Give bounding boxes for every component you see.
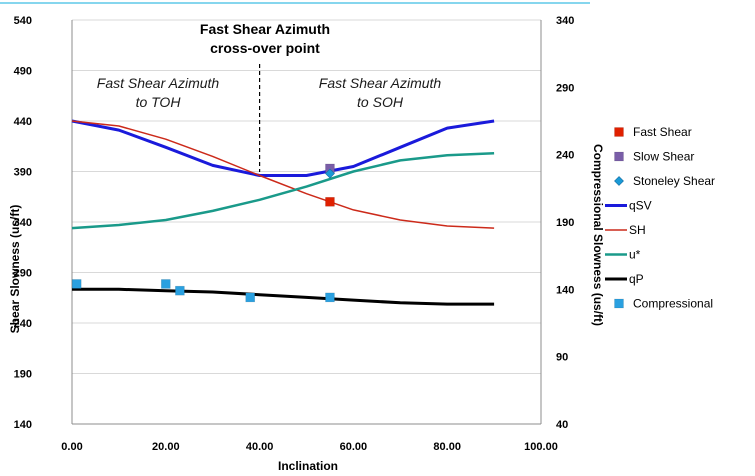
x-tick-label: 40.00 <box>246 441 274 453</box>
series-point-compressional <box>71 279 82 289</box>
series-point-stoneleyshear <box>325 168 335 179</box>
x-axis-title: Inclination <box>278 459 338 473</box>
y-tick-label: 440 <box>14 116 32 128</box>
legend-swatch-compressional <box>614 298 624 309</box>
right-annotation-line2: to SOH <box>357 94 404 110</box>
y-axis-title: Shear Slowness (us/ft) <box>8 205 22 334</box>
legend-label: SH <box>629 223 646 237</box>
left-annotation-line1: Fast Shear Azimuth <box>97 75 220 91</box>
crossover-title-line2: cross-over point <box>210 40 320 56</box>
series-point-compressional <box>245 292 256 303</box>
y-tick-label: 340 <box>14 217 32 229</box>
y2-tick-label: 290 <box>556 82 574 94</box>
tick-labels: 140 190 240 290 340 390 440 490 540 40 90 140 190 240… <box>14 15 575 453</box>
series-line-sh <box>71 120 495 229</box>
y2-tick-label: 340 <box>556 15 574 27</box>
series-point-compressional <box>161 279 171 289</box>
legend-label: Stoneley Shear <box>633 174 715 188</box>
series-point-fastshear <box>325 197 335 207</box>
y-tick-label: 290 <box>14 268 32 280</box>
x-tick-label: 60.00 <box>340 441 368 453</box>
y2-axis-title: Compressional Slowness (us/ft) <box>591 144 605 326</box>
x-tick-label: 20.00 <box>152 441 180 453</box>
series-layer <box>71 119 495 306</box>
y-tick-label: 140 <box>14 419 32 431</box>
axes <box>71 20 542 425</box>
legend-swatch-slowshear <box>614 151 624 162</box>
legend-swatch-fastshear <box>614 127 624 137</box>
legend-label: Slow Shear <box>633 150 694 164</box>
legend: Fast Shear Slow Shear Stoneley Shear qSV SH u… <box>605 125 715 311</box>
x-tick-label: 0.00 <box>61 441 82 453</box>
right-annotation-line1: Fast Shear Azimuth <box>319 75 442 91</box>
legend-label: u* <box>629 248 641 262</box>
x-tick-label: 80.00 <box>433 441 461 453</box>
series-point-compressional <box>175 285 185 296</box>
series-line-qsv <box>71 119 495 177</box>
annotations: Fast Shear Azimuth cross-over point Fast… <box>97 21 442 172</box>
y2-tick-label: 40 <box>556 419 568 431</box>
y2-tick-label: 190 <box>556 217 574 229</box>
series-line-u <box>71 152 495 230</box>
y-tick-label: 190 <box>14 369 32 381</box>
legend-label: qSV <box>629 199 652 213</box>
crossover-title-line1: Fast Shear Azimuth <box>200 21 330 37</box>
y-tick-label: 240 <box>14 318 32 330</box>
legend-label: Fast Shear <box>633 125 692 139</box>
y2-tick-label: 90 <box>556 352 568 364</box>
y2-tick-label: 140 <box>556 284 574 296</box>
legend-swatch-stoneleyshear <box>614 176 624 186</box>
legend-label: qP <box>629 272 644 286</box>
y-tick-label: 540 <box>14 15 32 27</box>
y-tick-label: 490 <box>14 66 32 78</box>
left-annotation-line2: to TOH <box>136 94 182 110</box>
y-tick-label: 390 <box>14 167 32 179</box>
legend-label: Compressional <box>633 297 713 311</box>
x-tick-label: 100.00 <box>524 441 558 453</box>
series-line-qp <box>72 287 495 306</box>
y2-tick-label: 240 <box>556 150 574 162</box>
series-point-compressional <box>325 292 335 303</box>
